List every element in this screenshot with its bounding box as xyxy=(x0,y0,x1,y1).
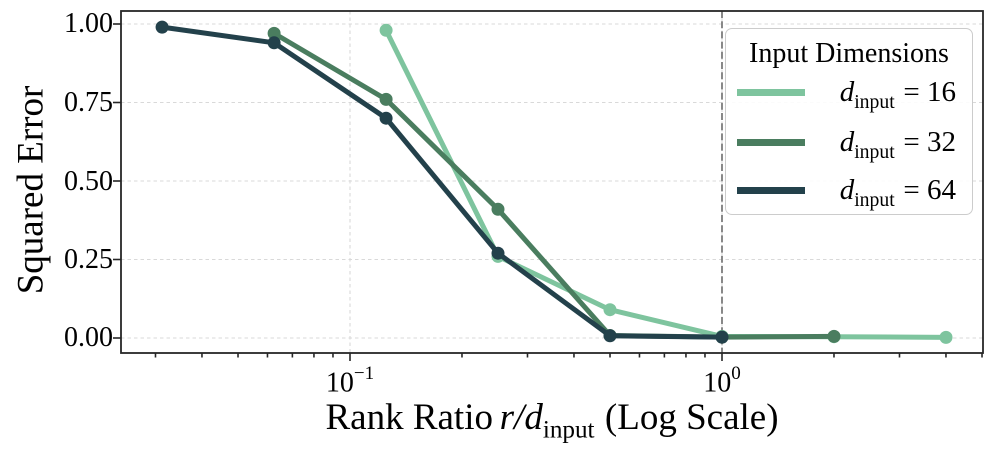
x-axis-label: Rank Ratio r/dinput (Log Scale) xyxy=(325,397,779,444)
legend-label-d16: dinput = 16 xyxy=(839,76,956,113)
legend-item-d32: dinput = 32 xyxy=(737,124,956,163)
x-tick-label: 100 xyxy=(703,362,741,399)
legend-label-d32: dinput = 32 xyxy=(839,126,956,163)
legend-item-d16: dinput = 16 xyxy=(737,74,956,113)
y-tick-label: 0.50 xyxy=(64,166,113,197)
y-tick-label: 1.00 xyxy=(64,8,113,39)
legend-title: Input Dimensions xyxy=(749,38,949,69)
y-tick-label: 0.00 xyxy=(64,322,113,353)
x-tick-label: 10−1 xyxy=(325,362,375,399)
legend-swatch-d32 xyxy=(737,138,805,146)
legend-label-d64: dinput = 64 xyxy=(839,174,956,211)
legend-item-d64: dinput = 64 xyxy=(737,172,956,211)
y-tick-label: 0.25 xyxy=(64,244,113,275)
legend-swatch-d16 xyxy=(737,88,805,96)
legend: Input Dimensions dinput = 16 dinput = 32 d… xyxy=(725,28,973,215)
y-tick-label: 0.75 xyxy=(64,87,113,118)
legend-swatch-d64 xyxy=(737,186,805,194)
